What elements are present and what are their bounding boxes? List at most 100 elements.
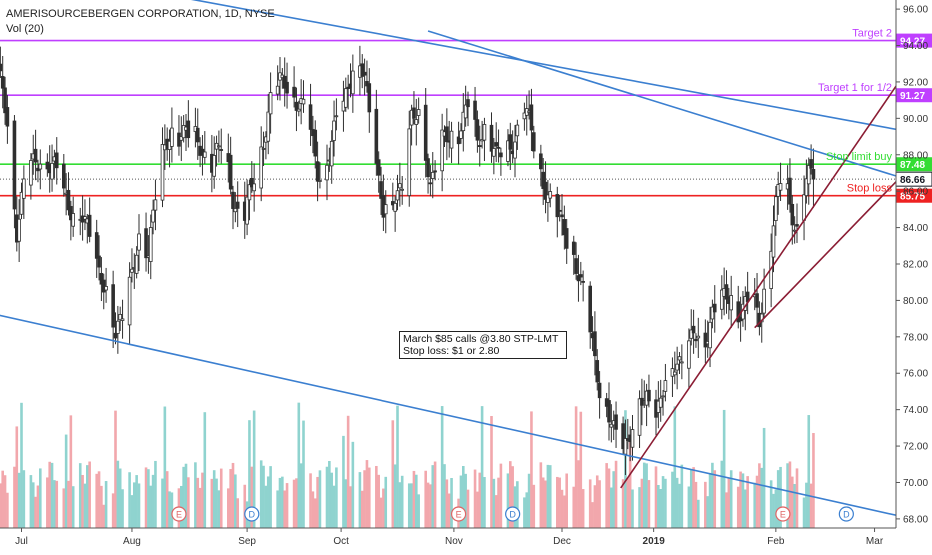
volume-bar (565, 473, 568, 528)
volume-bar (631, 489, 634, 528)
volume-bar (462, 466, 465, 528)
candle-body (374, 108, 379, 164)
volume-bar (563, 495, 566, 528)
earnings-marker[interactable] (171, 506, 187, 522)
volume-bar (250, 466, 254, 528)
candle-body (87, 214, 92, 237)
candle-body (231, 191, 235, 209)
x-tick-label: Mar (866, 536, 884, 547)
volume-bar (382, 488, 385, 528)
candle-body (12, 120, 17, 210)
volume-bar (654, 466, 658, 528)
volume-bar (626, 478, 630, 528)
candle-body (202, 151, 207, 158)
volume-bar (776, 470, 780, 528)
volume-bar (22, 470, 26, 528)
candle-body (724, 284, 729, 300)
y-tick-label: 96.00 (903, 5, 928, 16)
candle-body (475, 119, 480, 141)
candle-body (515, 124, 520, 137)
candle-body (492, 148, 496, 157)
candle-body (795, 224, 799, 227)
volume-bar (657, 484, 660, 528)
candle-body (466, 99, 470, 108)
y-tick-label: 78.00 (903, 332, 928, 343)
trendline[interactable] (427, 30, 932, 191)
candle-body (294, 101, 299, 111)
y-tick-label: 72.00 (903, 442, 928, 453)
candle-body (513, 141, 517, 159)
volume-bar (351, 441, 355, 528)
earnings-marker[interactable] (775, 506, 791, 522)
trendline[interactable] (754, 131, 932, 329)
candle-body (111, 284, 115, 328)
candle-body (144, 228, 148, 259)
y-tick-label: 80.00 (903, 296, 928, 307)
trendline[interactable] (620, 15, 932, 489)
volume-bar (342, 435, 345, 528)
candle-body (292, 86, 296, 98)
candle-body (400, 188, 404, 191)
dividend-marker[interactable] (838, 506, 854, 522)
candle-body (774, 196, 778, 221)
volume-bar (39, 468, 42, 528)
candle-body (548, 191, 553, 199)
volume-bar (97, 471, 101, 528)
volume-bar (795, 468, 799, 528)
volume-bar (527, 473, 531, 528)
candle-body (195, 127, 200, 143)
volume-bar (281, 476, 284, 528)
y-tick-label: 68.00 (903, 514, 928, 525)
earnings-marker[interactable] (451, 506, 467, 522)
candle-body (38, 163, 43, 170)
candle-body (268, 92, 273, 115)
event-marker-label: D (843, 510, 850, 520)
candle-body (398, 183, 402, 189)
volume-bar (36, 485, 40, 528)
trendline[interactable] (0, 314, 932, 526)
volume-bar (516, 481, 519, 528)
dividend-marker[interactable] (244, 506, 260, 522)
candle-body (506, 140, 510, 162)
candle-body (233, 208, 238, 213)
volume-bar (499, 463, 503, 528)
candle-body (576, 275, 581, 282)
volume-bar (15, 426, 19, 528)
candle-body (571, 241, 576, 255)
dividend-marker[interactable] (505, 506, 521, 522)
candle-body (120, 318, 125, 321)
trade-note[interactable]: March $85 calls @3.80 STP-LMT Stop loss:… (399, 331, 567, 359)
candle-body (689, 329, 694, 339)
trade-note-line-1: March $85 calls @3.80 STP-LMT (403, 333, 559, 345)
candle-body (508, 134, 513, 150)
x-tick-label: Sep (238, 536, 256, 547)
level-price-label: 87.48 (900, 160, 925, 171)
candle-body (0, 76, 5, 89)
volume-bar (595, 475, 599, 528)
volume-bar (577, 460, 580, 528)
trendline[interactable] (0, 0, 932, 138)
candle-body (804, 178, 809, 196)
candle-body (252, 183, 256, 192)
candle-body (245, 196, 249, 225)
candle-body (694, 338, 698, 342)
volume-bar (415, 474, 418, 528)
candle-body (637, 398, 642, 436)
x-tick-label: Dec (553, 536, 571, 547)
candle-body (62, 163, 66, 189)
candle-body (5, 107, 10, 127)
volume-bar (83, 483, 87, 528)
candle-body (275, 85, 280, 95)
volume-bar (464, 473, 467, 528)
volume-bar (81, 474, 84, 528)
volume-bar (483, 477, 486, 528)
candle-body (360, 63, 365, 77)
volume-bar (384, 476, 388, 528)
candle-body (806, 165, 811, 185)
volume-bar (546, 464, 550, 528)
volume-bar (426, 482, 430, 528)
volume-bar (236, 498, 239, 528)
last-price-label: 86.66 (900, 175, 925, 186)
volume-bar (377, 474, 380, 528)
